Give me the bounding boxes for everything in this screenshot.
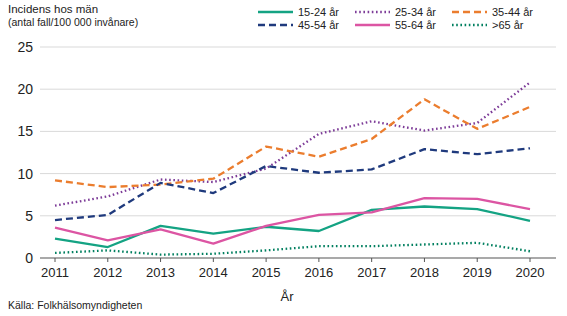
- legend-swatch: [355, 24, 390, 26]
- x-tick: [213, 258, 214, 262]
- grid-line: [40, 131, 556, 132]
- x-tick-label: 2015: [252, 265, 281, 280]
- legend-swatch: [355, 11, 390, 13]
- x-tick: [371, 258, 372, 262]
- x-tick: [318, 258, 319, 262]
- x-tick: [107, 258, 108, 262]
- x-tick-label: 2017: [357, 265, 386, 280]
- x-tick: [266, 258, 267, 262]
- x-tick-label: 2016: [304, 265, 333, 280]
- chart: 0 5 10 15 20 25 2011 2012 2013 2014 2015 2016 2017 20…: [0, 0, 567, 316]
- x-tick-label: 2019: [463, 265, 492, 280]
- y-tick-label: 10: [17, 166, 33, 182]
- source: Källa: Folkhälsomyndigheten: [8, 299, 142, 311]
- series-line: [55, 148, 530, 220]
- y-tick-label: 5: [25, 208, 33, 224]
- x-tick: [530, 258, 531, 262]
- legend-swatch: [258, 24, 293, 26]
- legend-label: 45-54 år: [298, 19, 339, 31]
- x-tick-label: 2013: [146, 265, 175, 280]
- grid-line: [40, 173, 556, 174]
- legend-label: >65 år: [492, 19, 524, 31]
- x-axis-line: [40, 257, 556, 258]
- x-tick: [477, 258, 478, 262]
- legend-swatch: [258, 11, 293, 13]
- plot-area: [55, 82, 530, 254]
- grid-line: [40, 89, 556, 90]
- y-tick-label: 20: [17, 81, 33, 97]
- legend-swatch: [452, 11, 487, 13]
- x-tick-label: 2012: [93, 265, 122, 280]
- legend-label: 55-64 år: [395, 19, 436, 31]
- legend-label: 15-24 år: [298, 6, 339, 18]
- x-tick-label: 2014: [199, 265, 228, 280]
- x-tick: [160, 258, 161, 262]
- grid-line: [40, 215, 556, 216]
- y-axis-label: (antal fall/100 000 invånare): [8, 16, 138, 28]
- x-tick: [55, 258, 56, 262]
- legend-label: 35-44 år: [492, 6, 533, 18]
- x-tick-label: 2018: [410, 265, 439, 280]
- y-tick-label: 25: [17, 39, 33, 55]
- x-tick: [424, 258, 425, 262]
- y-axis-label: Incidens hos män: [8, 3, 98, 15]
- x-tick-label: 2020: [516, 265, 545, 280]
- x-tick-label: 2011: [41, 265, 69, 280]
- legend-swatch: [452, 24, 487, 26]
- y-tick-label: 0: [25, 250, 33, 266]
- grid-line: [40, 47, 556, 48]
- series-line: [55, 207, 530, 248]
- legend-label: 25-34 år: [395, 6, 436, 18]
- series-line: [55, 198, 530, 244]
- y-tick-label: 15: [17, 123, 33, 139]
- series-line: [55, 99, 530, 187]
- series-line: [55, 243, 530, 255]
- x-axis-label: År: [281, 289, 295, 304]
- series-line: [55, 82, 530, 205]
